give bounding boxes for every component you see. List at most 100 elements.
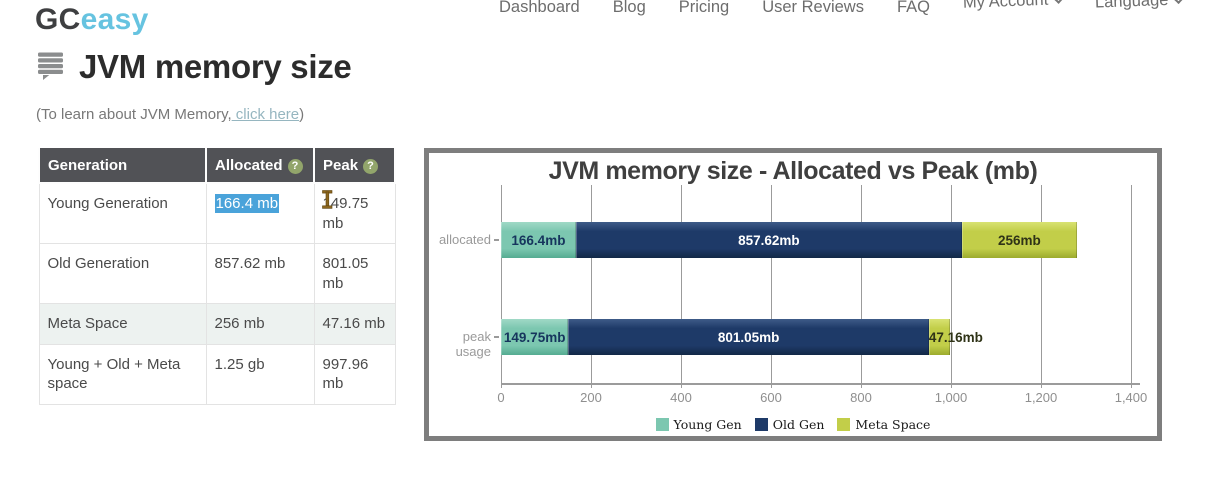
chart-plot-area: JVM memory size - Allocated vs Peak (mb)…	[429, 153, 1157, 436]
logo-easy: easy	[80, 3, 149, 36]
col-peak: Peak?	[313, 148, 396, 184]
page-title: JVM memory size	[79, 48, 352, 85]
jvm-memory-chart: JVM memory size - Allocated vs Peak (mb)…	[424, 148, 1162, 441]
table-header-row: Generation Allocated? Peak?	[38, 148, 396, 184]
bar-segment[interactable]: 47.16mb	[928, 319, 983, 355]
category-tick	[494, 239, 499, 241]
bar-segment-label: 857.62mb	[738, 232, 800, 248]
x-tick-label: 1,000	[934, 390, 968, 405]
cell-peak[interactable]: 997.96 mb	[313, 343, 396, 405]
x-tick-label: 400	[670, 390, 692, 405]
legend-item[interactable]: Old Gen	[754, 417, 825, 432]
x-tick-label: 200	[580, 390, 602, 405]
legend-item[interactable]: Meta Space	[837, 417, 930, 432]
bar-segment[interactable]: 149.75mb	[501, 319, 569, 355]
gridline	[591, 185, 592, 383]
subtitle: (To learn about JVM Memory, click here)	[36, 106, 304, 123]
chevron-down-icon	[1053, 0, 1064, 4]
bar-segment[interactable]: 857.62mb	[575, 222, 962, 258]
x-tick-label: 800	[850, 390, 872, 405]
table-row: Young Generation 166.4 mb 149.75 mb	[38, 182, 396, 244]
top-nav: Dashboard Blog Pricing User Reviews FAQ …	[499, 0, 1185, 17]
axis-tick	[681, 383, 682, 388]
jvm-memory-table: Generation Allocated? Peak? Young Genera…	[38, 148, 396, 405]
gceasy-logo[interactable]: GCeasy	[35, 3, 149, 37]
col-allocated: Allocated?	[205, 148, 315, 184]
logo-gc: GC	[35, 3, 81, 36]
chevron-down-icon	[1174, 0, 1185, 5]
legend-swatch	[655, 418, 669, 431]
table-row: Old Generation 857.62 mb 801.05 mb	[38, 243, 396, 304]
bar-segment-label: 166.4mb	[511, 232, 566, 248]
cell-generation: Young + Old + Meta space	[38, 343, 207, 405]
cell-generation: Meta Space	[38, 303, 207, 345]
bar-segment-label: 47.16mb	[928, 329, 983, 345]
click-here-link[interactable]: click here	[231, 106, 300, 123]
axis-tick	[771, 383, 772, 388]
gridline	[771, 185, 772, 383]
axis-tick	[861, 383, 862, 388]
axis-tick	[591, 383, 592, 388]
subtitle-text: (To learn about JVM Memory,	[36, 106, 232, 123]
gridline	[861, 185, 862, 383]
bar-segment-label: 149.75mb	[503, 329, 566, 345]
cell-peak[interactable]: 149.75 mb	[313, 182, 396, 244]
legend-label: Young Gen	[673, 417, 742, 432]
cell-allocated[interactable]: 256 mb	[205, 303, 315, 345]
nav-pricing[interactable]: Pricing	[678, 0, 730, 16]
chart-title: JVM memory size - Allocated vs Peak (mb)	[548, 157, 1038, 185]
selected-text[interactable]: 166.4 mb	[214, 194, 280, 213]
help-icon[interactable]: ?	[287, 158, 303, 174]
cell-allocated[interactable]: 166.4 mb	[205, 182, 315, 244]
cell-allocated[interactable]: 1.25 gb	[205, 343, 315, 405]
nav-user-reviews[interactable]: User Reviews	[762, 0, 864, 16]
table-row: Meta Space 256 mb 47.16 mb	[38, 303, 396, 345]
text-cursor-icon	[321, 190, 333, 215]
cell-generation: Young Generation	[38, 182, 207, 244]
legend-swatch	[754, 418, 768, 431]
gridline	[501, 185, 502, 383]
peak-value: 149.75 mb	[322, 195, 369, 232]
bar-segment[interactable]: 256mb	[961, 222, 1077, 258]
help-icon[interactable]: ?	[363, 158, 379, 174]
gridline	[1041, 185, 1042, 383]
cell-generation: Old Generation	[38, 243, 207, 304]
bar-segment-label: 801.05mb	[717, 329, 780, 345]
bar-segment[interactable]: 801.05mb	[568, 319, 929, 355]
nav-blog[interactable]: Blog	[612, 0, 646, 16]
axis-tick	[501, 383, 502, 388]
gridline	[1131, 185, 1132, 383]
col-generation: Generation	[38, 148, 207, 184]
x-tick-label: 1,200	[1024, 390, 1058, 405]
chart-legend: Young Gen Old Gen Meta Space	[429, 417, 1157, 432]
legend-label: Meta Space	[855, 417, 931, 432]
bar-segment-label: 256mb	[998, 232, 1041, 248]
cell-peak[interactable]: 47.16 mb	[313, 303, 396, 345]
page-title-row: JVM memory size	[35, 48, 352, 86]
nav-language[interactable]: Language	[1094, 0, 1185, 13]
nav-faq[interactable]: FAQ	[896, 0, 930, 16]
x-tick-label: 1,400	[1114, 390, 1148, 405]
category-tick	[494, 336, 499, 338]
bar-segment[interactable]: 166.4mb	[501, 222, 576, 258]
x-tick-label: 0	[497, 390, 505, 405]
gridline	[951, 185, 952, 383]
subtitle-suffix: )	[299, 106, 305, 123]
x-tick-label: 600	[760, 390, 782, 405]
x-axis-line	[501, 383, 1140, 385]
nav-dashboard[interactable]: Dashboard	[499, 0, 580, 16]
axis-tick	[1041, 383, 1042, 388]
axis-tick	[951, 383, 952, 388]
cell-allocated[interactable]: 857.62 mb	[205, 243, 315, 304]
cell-peak[interactable]: 801.05 mb	[313, 243, 396, 304]
legend-label: Old Gen	[772, 417, 825, 432]
axis-tick	[1131, 383, 1132, 388]
legend-item[interactable]: Young Gen	[655, 417, 742, 432]
nav-my-account[interactable]: My Account	[962, 0, 1064, 13]
nav-language-label: Language	[1094, 0, 1169, 12]
table-row: Young + Old + Meta space 1.25 gb 997.96 …	[38, 343, 396, 405]
category-label: allocated	[438, 232, 491, 247]
memory-comment-icon	[35, 50, 66, 85]
nav-my-account-label: My Account	[962, 0, 1049, 12]
